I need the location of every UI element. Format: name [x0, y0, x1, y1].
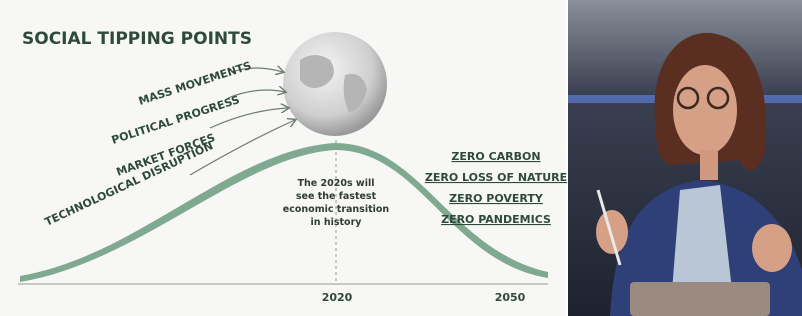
- laptop: [630, 282, 770, 316]
- goal: ZERO PANDEMICS: [441, 213, 551, 226]
- globe: [283, 32, 387, 136]
- note-line: economic transition: [283, 204, 390, 215]
- note-line: see the fastest: [296, 191, 377, 202]
- slide-title: SOCIAL TIPPING POINTS: [22, 29, 252, 49]
- goal: ZERO LOSS OF NATURE: [425, 171, 567, 184]
- axis-label: 2050: [495, 291, 526, 304]
- goal: ZERO CARBON: [451, 150, 540, 163]
- hand: [752, 224, 792, 272]
- hand: [596, 210, 628, 254]
- note-line: in history: [311, 217, 363, 228]
- face: [673, 65, 737, 155]
- neck: [700, 150, 718, 180]
- note-line: The 2020s will: [298, 178, 375, 189]
- goal: ZERO POVERTY: [449, 192, 544, 205]
- video-frame: SOCIAL TIPPING POINTS MASS MOVEMENTS POL…: [0, 0, 802, 316]
- axis-label: 2020: [322, 291, 353, 304]
- speaker-video: [568, 0, 802, 316]
